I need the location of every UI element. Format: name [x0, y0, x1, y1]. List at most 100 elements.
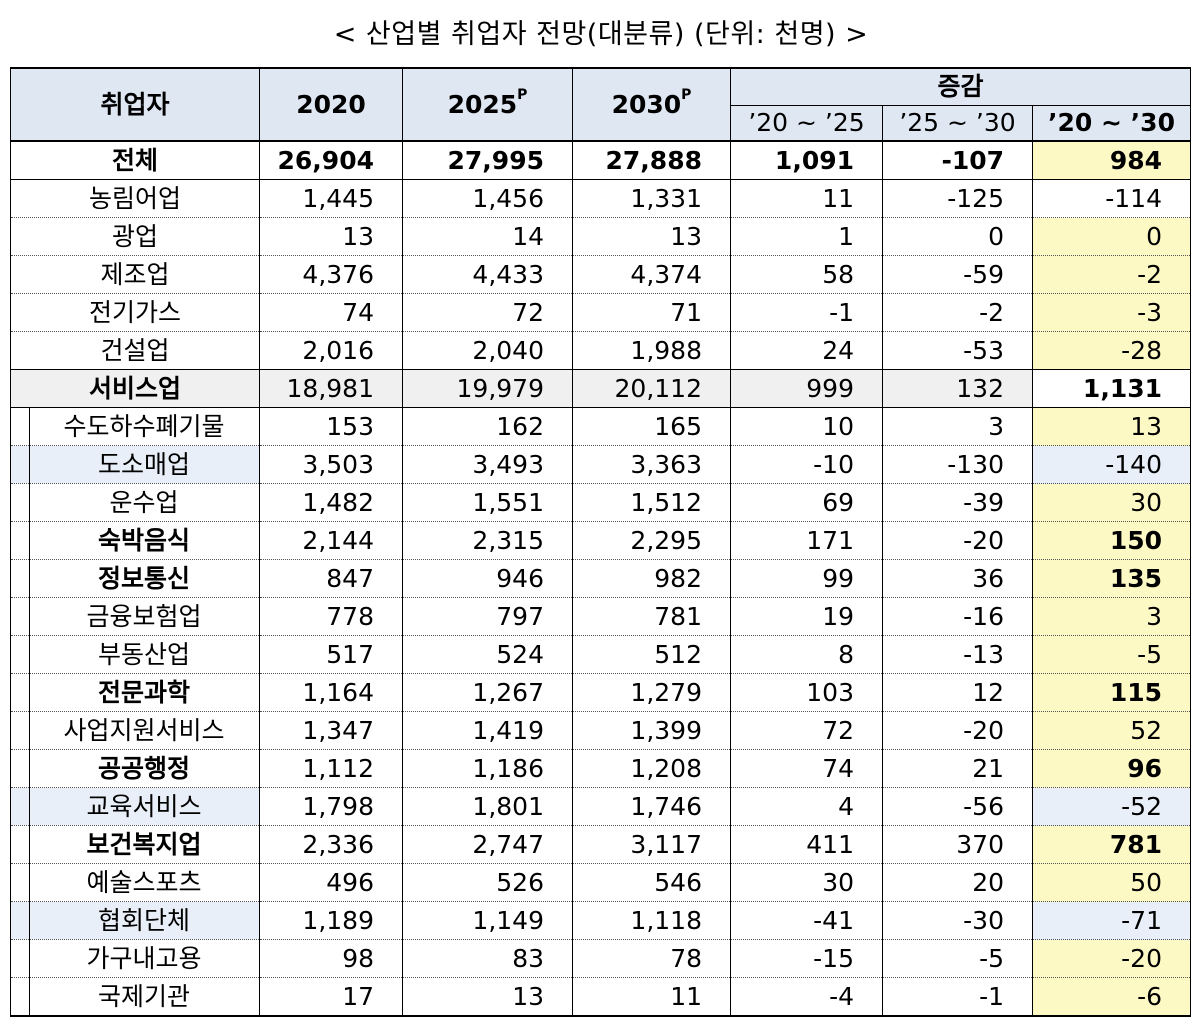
cell-2025: 1,186	[402, 749, 573, 788]
cell-2020: 1,347	[259, 711, 403, 750]
cell-change-20-25: 1	[730, 217, 883, 256]
cell-2025: 13	[402, 977, 573, 1017]
table-row: 수도하수폐기물 153 162 165 10 3 13	[10, 407, 1191, 446]
cell-change-20-30: -2	[1032, 255, 1191, 294]
header-employed: 취업자	[10, 67, 260, 142]
cell-change-20-30: -114	[1032, 179, 1191, 218]
indent-line	[29, 521, 30, 560]
table-row: 보건복지업 2,336 2,747 3,117 411 370 781	[10, 825, 1191, 864]
cell-2020: 4,376	[259, 255, 403, 294]
cell-2030: 20,112	[572, 369, 731, 408]
cell-change-20-25: 72	[730, 711, 883, 750]
header-change-25-30: ’25 ~ ’30	[882, 105, 1033, 142]
cell-2025: 72	[402, 293, 573, 332]
cell-change-20-25: 171	[730, 521, 883, 560]
row-label: 제조업	[10, 255, 260, 294]
row-label: 서비스업	[10, 369, 260, 408]
cell-change-20-25: 10	[730, 407, 883, 446]
cell-2020: 1,798	[259, 787, 403, 826]
header-change-20-25: ’20 ~ ’25	[730, 105, 883, 142]
cell-change-20-30: 30	[1032, 483, 1191, 522]
cell-change-25-30: -53	[882, 331, 1033, 370]
cell-change-20-30: -5	[1032, 635, 1191, 674]
indent-line	[29, 977, 30, 1016]
row-label: 보건복지업	[10, 825, 260, 864]
table-row: 공공행정 1,112 1,186 1,208 74 21 96	[10, 749, 1191, 788]
cell-change-20-30: 50	[1032, 863, 1191, 902]
cell-change-20-30: -52	[1032, 787, 1191, 826]
cell-change-20-25: 4	[730, 787, 883, 826]
cell-2020: 1,445	[259, 179, 403, 218]
row-label: 국제기관	[10, 977, 260, 1017]
page-title: < 산업별 취업자 전망(대분류) (단위: 천명) >	[333, 19, 869, 50]
cell-change-20-30: 13	[1032, 407, 1191, 446]
cell-2020: 74	[259, 293, 403, 332]
cell-change-20-25: 411	[730, 825, 883, 864]
cell-2020: 13	[259, 217, 403, 256]
cell-change-25-30: 12	[882, 673, 1033, 712]
cell-2020: 98	[259, 939, 403, 978]
cell-change-20-30: -140	[1032, 445, 1191, 484]
table-row: 국제기관 17 13 11 -4 -1 -6	[10, 977, 1191, 1017]
header-2020: 2020	[259, 67, 403, 142]
row-label: 운수업	[10, 483, 260, 522]
cell-2030: 11	[572, 977, 731, 1017]
cell-2020: 517	[259, 635, 403, 674]
cell-2030: 165	[572, 407, 731, 446]
table-row: 광업 13 14 13 1 0 0	[10, 217, 1191, 256]
cell-2030: 781	[572, 597, 731, 636]
header-change-20-30: ’20 ~ ’30	[1032, 105, 1191, 142]
indent-line	[29, 939, 30, 978]
cell-2020: 847	[259, 559, 403, 598]
cell-2030: 1,512	[572, 483, 731, 522]
cell-2025: 797	[402, 597, 573, 636]
cell-change-20-25: -15	[730, 939, 883, 978]
cell-change-20-25: 19	[730, 597, 883, 636]
cell-2020: 2,016	[259, 331, 403, 370]
table-row: 교육서비스 1,798 1,801 1,746 4 -56 -52	[10, 787, 1191, 826]
cell-2025: 1,456	[402, 179, 573, 218]
cell-change-20-30: 115	[1032, 673, 1191, 712]
cell-change-25-30: -16	[882, 597, 1033, 636]
cell-change-20-30: -3	[1032, 293, 1191, 332]
cell-change-20-30: 3	[1032, 597, 1191, 636]
indent-line	[29, 407, 30, 446]
cell-change-20-25: 69	[730, 483, 883, 522]
indent-line	[29, 863, 30, 902]
cell-change-25-30: 20	[882, 863, 1033, 902]
cell-2030: 13	[572, 217, 731, 256]
cell-2020: 496	[259, 863, 403, 902]
cell-2030: 1,118	[572, 901, 731, 940]
row-label: 예술스포츠	[10, 863, 260, 902]
row-label: 부동산업	[10, 635, 260, 674]
table-row: 부동산업 517 524 512 8 -13 -5	[10, 635, 1191, 674]
cell-2030: 1,331	[572, 179, 731, 218]
cell-2030: 546	[572, 863, 731, 902]
indent-line	[29, 825, 30, 864]
cell-2030: 982	[572, 559, 731, 598]
cell-change-20-25: -41	[730, 901, 883, 940]
table-row: 협회단체 1,189 1,149 1,118 -41 -30 -71	[10, 901, 1191, 940]
table-row: 가구내고용 98 83 78 -15 -5 -20	[10, 939, 1191, 978]
cell-change-20-30: 0	[1032, 217, 1191, 256]
table-row-services: 서비스업 18,981 19,979 20,112 999 132 1,131	[10, 369, 1191, 408]
cell-2025: 1,801	[402, 787, 573, 826]
cell-2030: 512	[572, 635, 731, 674]
cell-2025: 946	[402, 559, 573, 598]
cell-change-25-30: 3	[882, 407, 1033, 446]
table-row: 도소매업 3,503 3,493 3,363 -10 -130 -140	[10, 445, 1191, 484]
header-change: 증감	[730, 67, 1191, 106]
header-2030: 2030P	[572, 67, 731, 142]
row-label: 사업지원서비스	[10, 711, 260, 750]
cell-change-25-30: 0	[882, 217, 1033, 256]
cell-2030: 78	[572, 939, 731, 978]
cell-2020: 26,904	[259, 141, 403, 180]
row-label: 농림어업	[10, 179, 260, 218]
cell-change-25-30: -30	[882, 901, 1033, 940]
cell-2025: 524	[402, 635, 573, 674]
indent-line	[29, 597, 30, 636]
cell-2025: 1,267	[402, 673, 573, 712]
row-label: 건설업	[10, 331, 260, 370]
table-row: 건설업 2,016 2,040 1,988 24 -53 -28	[10, 331, 1191, 370]
cell-change-20-25: 11	[730, 179, 883, 218]
